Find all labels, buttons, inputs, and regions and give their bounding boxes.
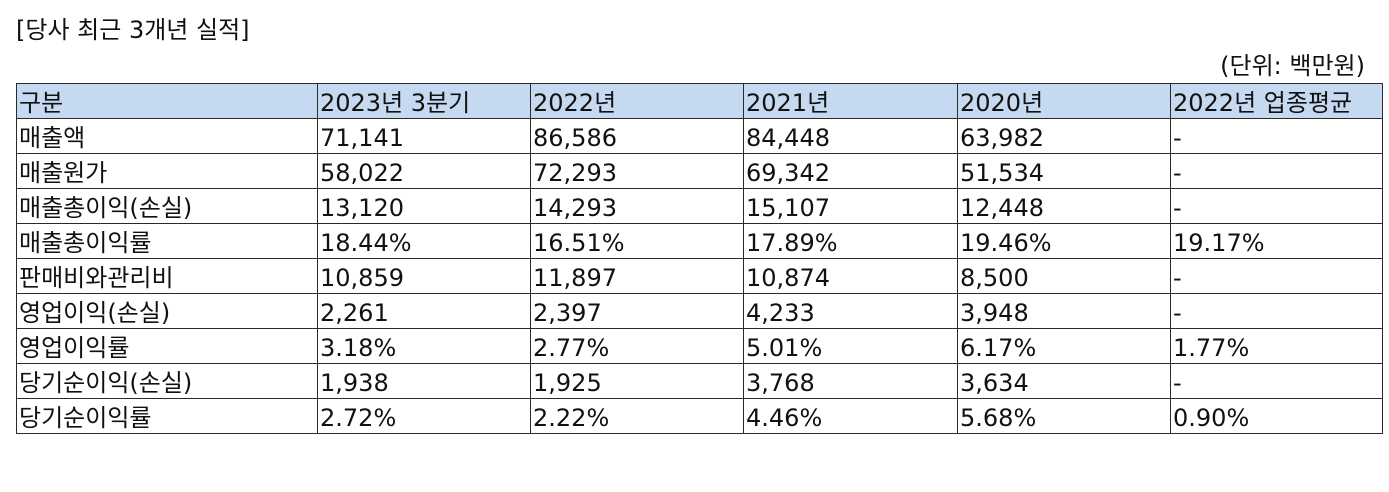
table-cell: 2.72%: [317, 398, 531, 434]
table-cell: 2,397: [530, 293, 744, 329]
table-row: 매출액 71,141 86,586 84,448 63,982 -: [16, 118, 1383, 154]
table-header-row: 구분 2023년 3분기 2022년 2021년 2020년 2022년 업종평…: [16, 83, 1383, 119]
table-cell: -: [1170, 153, 1383, 189]
header-2023-q3: 2023년 3분기: [317, 83, 531, 119]
row-label: 영업이익률: [16, 328, 318, 364]
header-industry-average: 2022년 업종평균: [1170, 83, 1383, 119]
row-label: 판매비와관리비: [16, 258, 318, 294]
table-cell: 1,925: [530, 363, 744, 399]
header-2021: 2021년: [743, 83, 958, 119]
table-cell: 63,982: [957, 118, 1171, 154]
unit-label: (단위: 백만원): [1220, 52, 1365, 80]
table-cell: 58,022: [317, 153, 531, 189]
row-label: 매출액: [16, 118, 318, 154]
table-cell: 86,586: [530, 118, 744, 154]
table-cell: -: [1170, 118, 1383, 154]
table-cell: 2.77%: [530, 328, 744, 364]
table-cell: 3,768: [743, 363, 958, 399]
table-cell: -: [1170, 293, 1383, 329]
table-cell: 8,500: [957, 258, 1171, 294]
header-2022: 2022년: [530, 83, 744, 119]
table-cell: 69,342: [743, 153, 958, 189]
table-cell: 5.01%: [743, 328, 958, 364]
table-cell: 51,534: [957, 153, 1171, 189]
table-cell: 14,293: [530, 188, 744, 224]
page-title: [당사 최근 3개년 실적]: [16, 16, 250, 44]
table-cell: 3,948: [957, 293, 1171, 329]
table-row: 영업이익률 3.18% 2.77% 5.01% 6.17% 1.77%: [16, 328, 1383, 364]
table-cell: 3,634: [957, 363, 1171, 399]
table-cell: 15,107: [743, 188, 958, 224]
table-cell: 18.44%: [317, 223, 531, 259]
table-cell: 4.46%: [743, 398, 958, 434]
table-row: 매출총이익률 18.44% 16.51% 17.89% 19.46% 19.17…: [16, 223, 1383, 259]
table-cell: 19.46%: [957, 223, 1171, 259]
table-cell: 3.18%: [317, 328, 531, 364]
table-cell: -: [1170, 363, 1383, 399]
table-row: 판매비와관리비 10,859 11,897 10,874 8,500 -: [16, 258, 1383, 294]
table-row: 영업이익(손실) 2,261 2,397 4,233 3,948 -: [16, 293, 1383, 329]
table-row: 당기순이익(손실) 1,938 1,925 3,768 3,634 -: [16, 363, 1383, 399]
table-cell: 6.17%: [957, 328, 1171, 364]
table-row: 매출총이익(손실) 13,120 14,293 15,107 12,448 -: [16, 188, 1383, 224]
table-cell: 71,141: [317, 118, 531, 154]
table-cell: 10,859: [317, 258, 531, 294]
table-cell: 4,233: [743, 293, 958, 329]
header-category: 구분: [16, 83, 318, 119]
table-cell: 72,293: [530, 153, 744, 189]
row-label: 매출총이익(손실): [16, 188, 318, 224]
table-cell: 1.77%: [1170, 328, 1383, 364]
table-cell: 0.90%: [1170, 398, 1383, 434]
table-cell: 1,938: [317, 363, 531, 399]
table-cell: -: [1170, 188, 1383, 224]
row-label: 당기순이익(손실): [16, 363, 318, 399]
row-label: 영업이익(손실): [16, 293, 318, 329]
table-cell: 16.51%: [530, 223, 744, 259]
table-cell: 12,448: [957, 188, 1171, 224]
table-row: 당기순이익률 2.72% 2.22% 4.46% 5.68% 0.90%: [16, 398, 1383, 434]
table-cell: 10,874: [743, 258, 958, 294]
table-cell: 11,897: [530, 258, 744, 294]
row-label: 매출총이익률: [16, 223, 318, 259]
table-cell: 17.89%: [743, 223, 958, 259]
table-cell: 2.22%: [530, 398, 744, 434]
row-label: 당기순이익률: [16, 398, 318, 434]
table-cell: 5.68%: [957, 398, 1171, 434]
table-cell: 13,120: [317, 188, 531, 224]
table-cell: -: [1170, 258, 1383, 294]
table-cell: 2,261: [317, 293, 531, 329]
row-label: 매출원가: [16, 153, 318, 189]
table-row: 매출원가 58,022 72,293 69,342 51,534 -: [16, 153, 1383, 189]
table-cell: 84,448: [743, 118, 958, 154]
results-table: 구분 2023년 3분기 2022년 2021년 2020년 2022년 업종평…: [16, 83, 1383, 434]
table-cell: 19.17%: [1170, 223, 1383, 259]
header-2020: 2020년: [957, 83, 1171, 119]
